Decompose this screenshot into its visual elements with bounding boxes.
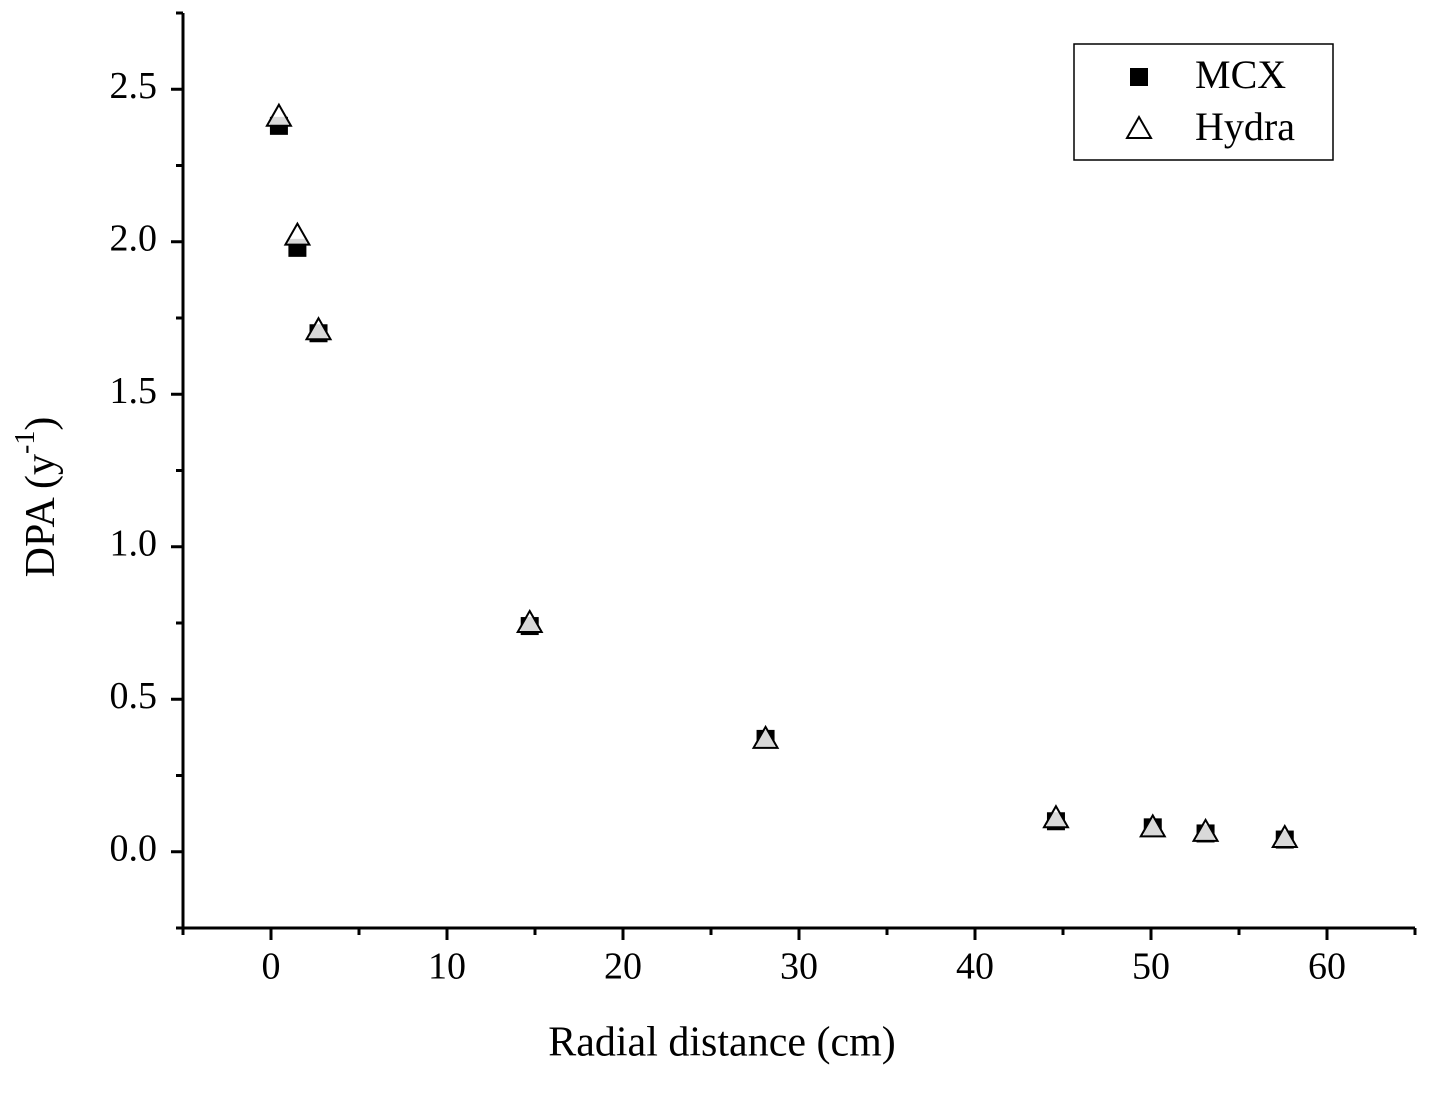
- marker-triangle: [1042, 804, 1070, 829]
- legend-label: MCX: [1195, 52, 1286, 97]
- marker-triangle: [265, 102, 293, 127]
- x-tick-label: 10: [428, 946, 466, 988]
- marker-triangle: [304, 316, 333, 341]
- x-tick-label: 30: [780, 946, 818, 988]
- marker-triangle: [1139, 813, 1167, 838]
- legend-box: [1073, 43, 1334, 161]
- x-tick-label: 40: [956, 946, 994, 988]
- y-tick-label: 1.0: [110, 522, 158, 564]
- y-tick-label: 0.0: [110, 827, 158, 869]
- legend: MCX Hydra: [1073, 43, 1334, 161]
- x-tick-label: 0: [262, 946, 281, 988]
- y-tick-label: 2.0: [110, 217, 158, 259]
- x-axis-label: Radial distance (cm): [548, 1020, 896, 1066]
- marker-square: [1130, 68, 1148, 86]
- x-tick-label: 50: [1132, 946, 1170, 988]
- marker-triangle: [515, 608, 544, 633]
- x-tick-label: 20: [604, 946, 642, 988]
- marker-triangle: [1271, 824, 1299, 849]
- x-tick-label: 60: [1308, 946, 1346, 988]
- marker-triangle: [283, 221, 312, 246]
- y-axis-label-main: DPA (y: [18, 454, 64, 577]
- marker-triangle: [1125, 114, 1153, 139]
- legend-label: Hydra: [1195, 104, 1295, 149]
- y-axis-label-end: ): [18, 417, 64, 431]
- y-axis-label-sup: -1: [10, 431, 41, 454]
- y-tick-label: 1.5: [110, 370, 158, 412]
- y-axis-label: DPA (y-1): [10, 417, 63, 578]
- y-tick-label: 2.5: [110, 65, 158, 107]
- marker-triangle: [751, 724, 780, 749]
- marker-triangle: [1191, 817, 1220, 842]
- y-tick-label: 0.5: [110, 675, 158, 717]
